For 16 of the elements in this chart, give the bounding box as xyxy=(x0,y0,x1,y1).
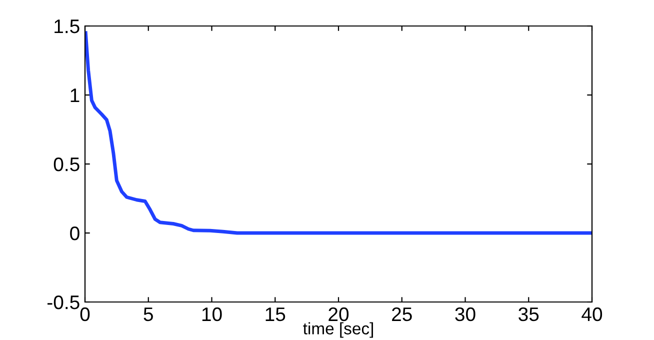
x-tick-label: 35 xyxy=(518,307,539,322)
x-axis-title: time [sec] xyxy=(303,322,373,338)
y-tick-label: 1.5 xyxy=(54,20,80,34)
x-tick-label: 0 xyxy=(80,307,90,322)
x-tick-label: 5 xyxy=(144,308,153,322)
x-tick-label: 40 xyxy=(582,307,602,322)
x-tick-label: 20 xyxy=(328,307,349,322)
x-tick-label: 15 xyxy=(266,308,286,322)
line-series xyxy=(85,31,592,235)
x-tick-label: 30 xyxy=(455,307,476,322)
x-tick-label: 10 xyxy=(202,307,222,322)
x-tick-label: 25 xyxy=(392,307,412,322)
y-tick-label: 0.5 xyxy=(54,157,80,172)
y-tick-label: -0.5 xyxy=(48,295,80,310)
y-tick-label: 0 xyxy=(70,226,80,240)
y-tick-label: 1 xyxy=(70,88,80,102)
